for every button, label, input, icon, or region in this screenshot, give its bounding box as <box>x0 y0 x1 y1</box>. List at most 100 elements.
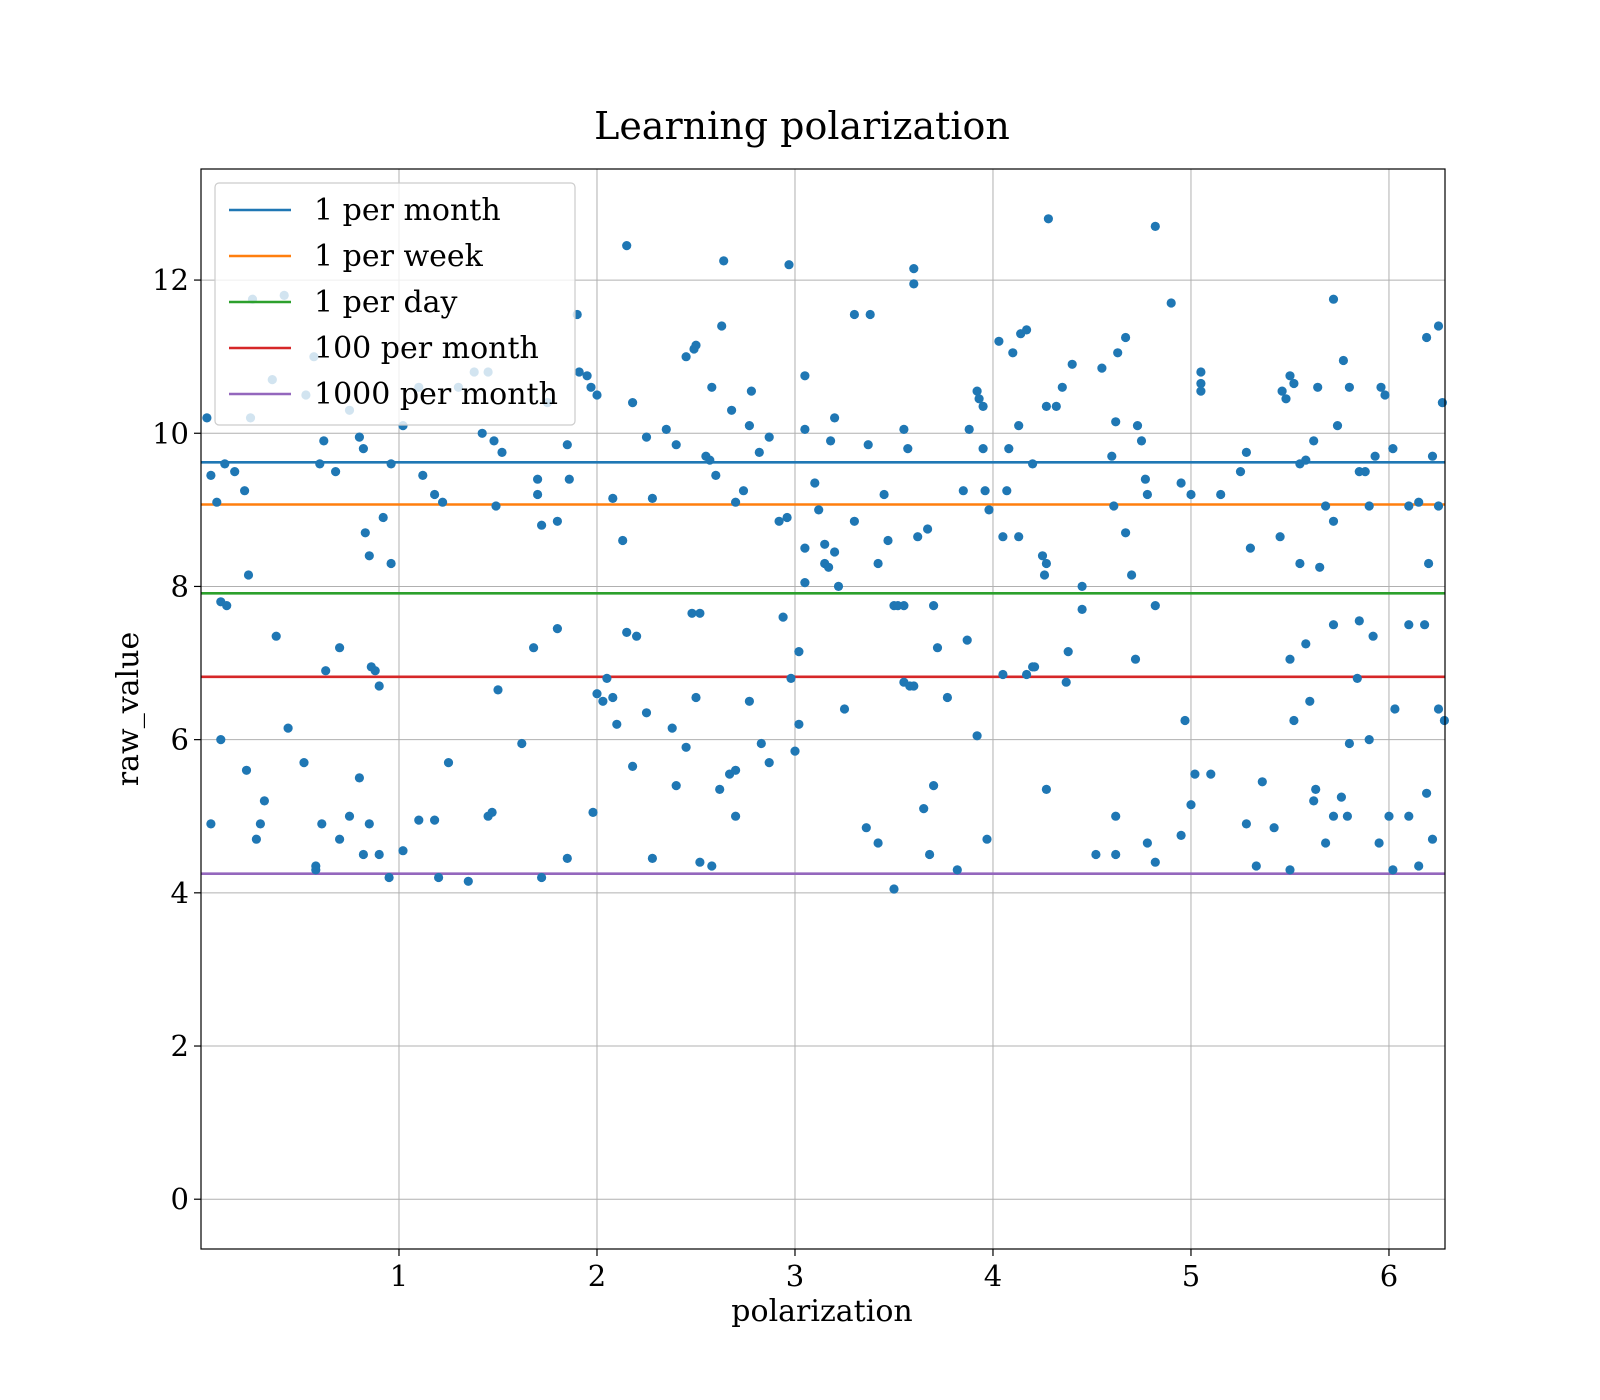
data-point <box>1344 738 1354 749</box>
data-point <box>719 256 729 266</box>
data-point <box>315 459 325 469</box>
data-point <box>360 528 370 538</box>
x-axis-label: polarization <box>731 1294 912 1329</box>
data-point <box>1364 501 1374 511</box>
data-point <box>1313 382 1323 392</box>
data-point <box>1437 398 1447 408</box>
data-point <box>1196 386 1206 396</box>
data-point <box>830 547 840 557</box>
data-point <box>1328 294 1339 304</box>
data-point <box>790 746 800 756</box>
data-point <box>1077 581 1087 592</box>
x-tick-label: 3 <box>786 1259 804 1293</box>
data-point <box>1390 704 1400 714</box>
data-point <box>1113 348 1123 358</box>
data-point <box>354 773 364 783</box>
data-point <box>240 486 250 496</box>
data-point <box>1130 654 1141 664</box>
data-point <box>491 501 501 511</box>
legend-label: 1000 per month <box>314 377 558 412</box>
data-point <box>865 309 875 320</box>
data-point <box>552 516 563 526</box>
data-point <box>1245 543 1255 553</box>
data-point <box>1067 359 1077 369</box>
data-point <box>671 781 681 791</box>
data-point <box>628 761 638 772</box>
data-point <box>574 367 584 377</box>
data-point <box>756 738 766 749</box>
data-point <box>778 612 788 622</box>
data-point <box>998 532 1008 542</box>
data-point <box>883 535 893 546</box>
data-point <box>1321 838 1331 848</box>
data-point <box>628 398 638 408</box>
data-point <box>972 386 982 396</box>
data-point <box>782 512 792 523</box>
data-point <box>909 681 919 691</box>
data-point <box>1433 321 1444 331</box>
data-point <box>1186 489 1196 500</box>
data-point <box>1338 355 1348 366</box>
data-point <box>414 815 424 825</box>
data-point <box>738 486 749 496</box>
data-point <box>786 673 796 684</box>
data-point <box>1109 501 1119 511</box>
data-point <box>592 689 602 699</box>
y-tick-label: 2 <box>171 1029 189 1063</box>
data-point <box>608 692 618 703</box>
data-point <box>255 819 265 829</box>
data-point <box>1150 221 1160 231</box>
data-point <box>1309 436 1319 446</box>
y-axis-label: raw_value <box>111 632 146 786</box>
data-point <box>517 738 527 749</box>
reference-lines <box>201 461 1445 875</box>
data-point <box>909 264 919 274</box>
data-point <box>1127 570 1137 580</box>
data-point <box>1196 367 1206 377</box>
data-point <box>430 489 440 500</box>
data-point <box>731 765 741 775</box>
data-point <box>754 447 764 457</box>
data-point <box>879 489 889 500</box>
data-point <box>1180 715 1190 726</box>
data-point <box>647 853 658 864</box>
data-point <box>744 696 755 706</box>
data-point <box>1328 516 1339 526</box>
data-point <box>1364 735 1374 745</box>
data-point <box>533 474 543 484</box>
data-point <box>562 440 572 450</box>
data-point <box>978 401 988 411</box>
data-point <box>1354 616 1364 626</box>
data-point <box>1002 486 1012 496</box>
data-point <box>715 784 725 795</box>
data-point <box>1332 421 1343 431</box>
data-point <box>707 382 717 392</box>
data-point <box>998 669 1008 680</box>
data-point <box>800 543 810 553</box>
data-point <box>1077 604 1087 615</box>
x-tick-label: 6 <box>1380 1259 1398 1293</box>
data-point <box>1142 838 1152 848</box>
data-point <box>230 467 240 477</box>
data-point <box>929 601 939 611</box>
data-point <box>1140 474 1150 484</box>
grid-lines <box>201 169 1445 1249</box>
data-point <box>1190 769 1200 779</box>
data-point <box>1342 811 1352 821</box>
data-point <box>774 516 784 526</box>
data-point <box>529 643 539 653</box>
data-point <box>1422 332 1432 343</box>
data-point <box>335 643 345 653</box>
data-point <box>386 558 396 569</box>
data-point <box>537 872 547 883</box>
data-point <box>1344 382 1354 392</box>
data-point <box>1136 436 1147 446</box>
data-point <box>1374 838 1384 848</box>
data-point <box>1311 784 1321 795</box>
legend-label: 1 per week <box>314 239 484 274</box>
x-tick-label: 1 <box>390 1259 408 1293</box>
data-point <box>1057 382 1067 392</box>
data-point <box>1289 378 1299 389</box>
data-point <box>800 371 810 381</box>
y-tick-label: 6 <box>171 723 189 757</box>
